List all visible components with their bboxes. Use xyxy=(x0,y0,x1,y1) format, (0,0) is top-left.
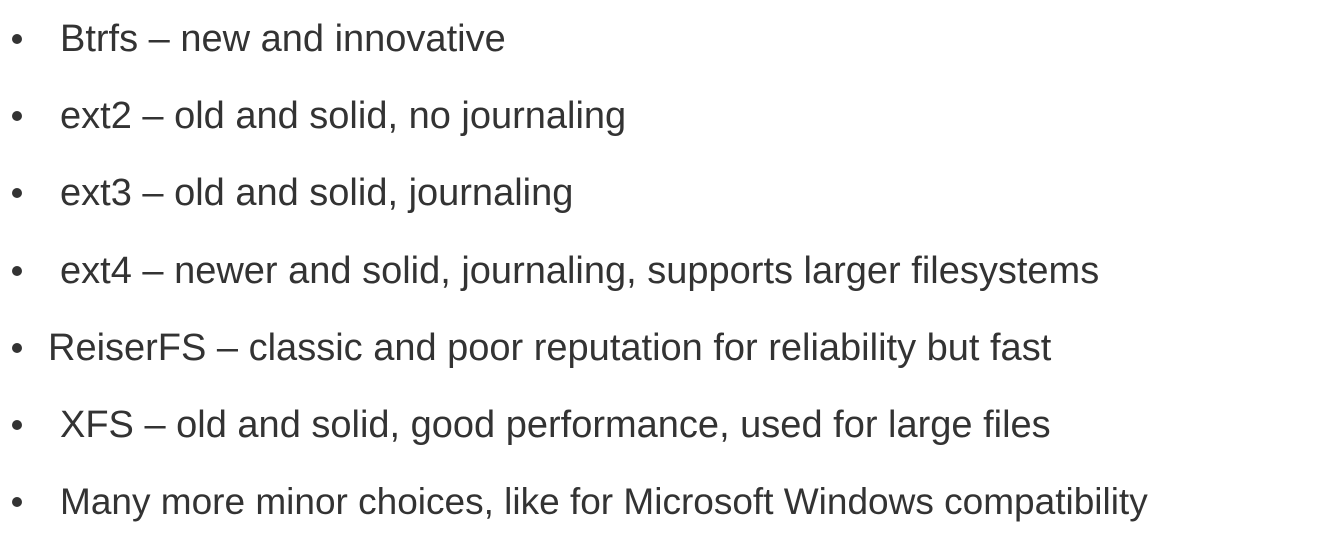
bullet-text: Btrfs – new and innovative xyxy=(60,18,506,60)
bullet-icon xyxy=(12,111,22,121)
list-item: XFS – old and solid, good performance, u… xyxy=(0,392,1326,452)
bullet-icon xyxy=(12,188,22,198)
bullet-icon xyxy=(12,266,22,276)
bullet-icon xyxy=(12,497,22,507)
bullet-text: ext3 – old and solid, journaling xyxy=(60,172,574,214)
bullet-icon xyxy=(12,420,22,430)
list-item: Btrfs – new and innovative xyxy=(0,6,1326,66)
bullet-text: ReiserFS – classic and poor reputation f… xyxy=(48,327,1052,369)
list-item: ext3 – old and solid, journaling xyxy=(0,160,1326,220)
list-item: ext2 – old and solid, no journaling xyxy=(0,83,1326,143)
bullet-text: Many more minor choices, like for Micros… xyxy=(60,481,1148,522)
list-item: ReiserFS – classic and poor reputation f… xyxy=(0,315,1326,375)
bullet-icon xyxy=(12,34,22,44)
bullet-icon xyxy=(12,343,22,353)
bullet-text: ext2 – old and solid, no journaling xyxy=(60,95,627,137)
list-item: Many more minor choices, like for Micros… xyxy=(0,469,1326,529)
bullet-text: ext4 – newer and solid, journaling, supp… xyxy=(60,250,1100,292)
bullet-text: XFS – old and solid, good performance, u… xyxy=(60,404,1051,446)
list-item: ext4 – newer and solid, journaling, supp… xyxy=(0,238,1326,298)
